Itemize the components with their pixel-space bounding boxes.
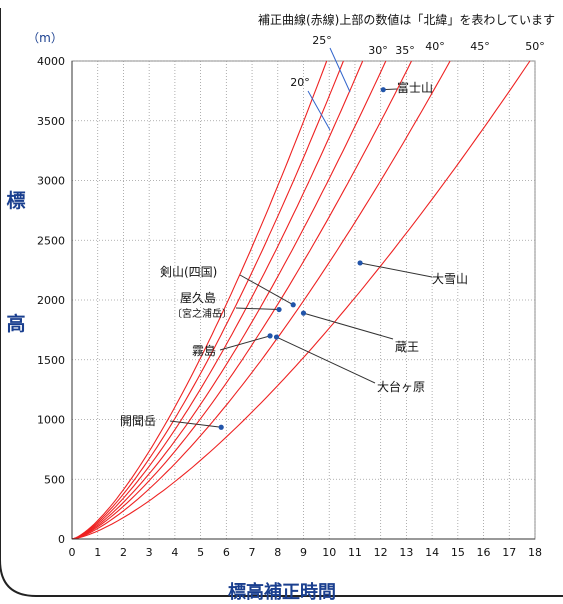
x-tick-label: 2 xyxy=(120,546,127,559)
x-axis-title: 標高補正時間 xyxy=(228,581,336,603)
x-tick-label: 1 xyxy=(94,546,101,559)
y-axis-title-char-2: 高 xyxy=(6,312,25,335)
x-tick-label: 7 xyxy=(249,546,256,559)
point-leader xyxy=(219,335,271,351)
series-line xyxy=(71,60,451,540)
point-label: 大台ヶ原 xyxy=(377,379,425,394)
y-tick-label: 0 xyxy=(58,533,65,546)
data-point xyxy=(380,87,386,93)
x-tick-label: 15 xyxy=(451,546,465,559)
data-point xyxy=(273,334,280,340)
data-point xyxy=(267,333,273,339)
x-tick-label: 17 xyxy=(502,546,516,559)
y-axis-title-char-1: 標 xyxy=(6,189,25,212)
point-label: 富士山 xyxy=(397,80,433,95)
data-point xyxy=(218,424,224,430)
series-line xyxy=(71,60,531,540)
frame-decor xyxy=(0,8,563,597)
y-tick-label: 1500 xyxy=(37,354,65,367)
y-tick-label: 3500 xyxy=(37,115,65,128)
x-tick-label: 9 xyxy=(300,546,307,559)
point-label: 蔵王 xyxy=(395,340,419,354)
series-label-leader xyxy=(307,90,331,131)
series-label-leader xyxy=(329,47,351,93)
point-leader xyxy=(276,336,376,384)
y-tick-label: 2500 xyxy=(37,234,65,247)
x-tick-label: 12 xyxy=(374,546,388,559)
x-tick-label: 6 xyxy=(223,546,230,559)
data-point xyxy=(300,310,307,316)
series-line xyxy=(71,60,328,540)
point-label: 霧島 xyxy=(192,343,216,358)
series-line xyxy=(71,60,412,540)
series-label: 35° xyxy=(395,44,415,57)
series-label: 45° xyxy=(470,40,490,53)
axes: 0 1 2 3 4 5 6 7 8 9 10 11 12 13 14 15 16 17 18050010001500… xyxy=(37,55,542,559)
x-tick-label: 8 xyxy=(274,546,281,559)
point-sublabel: 〔宮之浦岳〕 xyxy=(172,307,232,320)
y-tick-label: 4000 xyxy=(37,55,65,68)
x-tick-label: 5 xyxy=(197,546,204,559)
point-leader xyxy=(235,307,280,311)
point-leader xyxy=(359,262,433,278)
x-tick-label: 0 xyxy=(69,546,76,559)
x-tick-label: 18 xyxy=(528,546,542,559)
series-label: 20° xyxy=(290,76,310,89)
point-label: 大雪山 xyxy=(432,272,468,286)
point-label: 剣山(四国) xyxy=(160,265,217,279)
x-tick-label: 3 xyxy=(146,546,153,559)
point-leader xyxy=(169,420,222,428)
series-label: 40° xyxy=(425,40,445,53)
x-tick-label: 4 xyxy=(171,546,178,559)
series-labels: 20° 25° 30° 35° 40° 45° 50° xyxy=(290,34,545,131)
x-tick-label: 11 xyxy=(348,546,362,559)
x-tick-label: 14 xyxy=(425,546,439,559)
series-label: 50° xyxy=(525,40,545,53)
data-point xyxy=(357,260,363,266)
frame-border xyxy=(0,8,563,597)
series-line xyxy=(71,60,344,540)
y-unit-label: （m） xyxy=(27,31,63,45)
x-tick-label: 13 xyxy=(399,546,413,559)
point-label: 開聞岳 xyxy=(120,414,156,428)
point-leader xyxy=(239,274,294,306)
series-label: 25° xyxy=(312,34,332,47)
series-curves xyxy=(71,60,531,540)
y-tick-label: 1000 xyxy=(37,414,65,427)
x-tick-label: 10 xyxy=(322,546,336,559)
series-line xyxy=(71,60,387,540)
series-label: 30° xyxy=(368,44,388,57)
y-tick-label: 3000 xyxy=(37,175,65,188)
series-line xyxy=(71,60,364,540)
x-tick-label: 16 xyxy=(477,546,491,559)
y-tick-label: 2000 xyxy=(37,294,65,307)
data-point xyxy=(290,302,296,308)
y-tick-label: 500 xyxy=(44,473,65,486)
point-label: 屋久島 xyxy=(180,290,216,305)
data-point xyxy=(276,306,282,313)
chart-title: 補正曲線(赤線)上部の数値は「北緯」を表わしています xyxy=(258,12,555,27)
point-leader xyxy=(303,312,394,340)
